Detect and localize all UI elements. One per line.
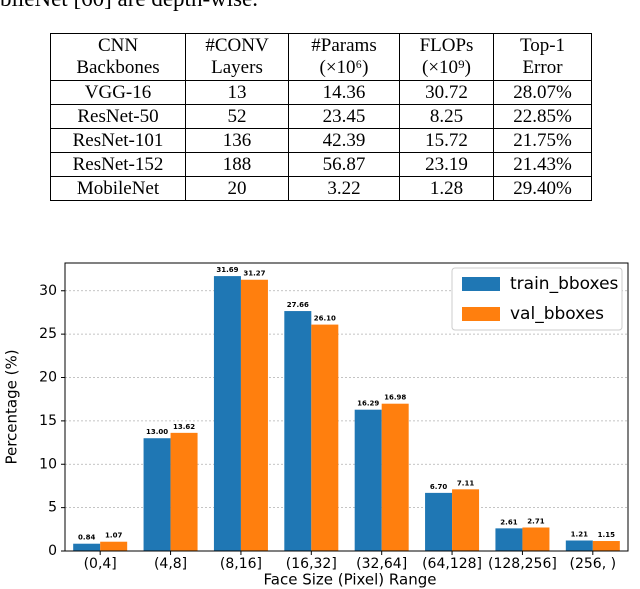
table-row: ResNet-152 188 56.87 23.19 21.43% <box>50 152 592 177</box>
header-line: CNN <box>97 35 139 56</box>
table-cell: 52 <box>185 104 289 129</box>
table-cell: 23.19 <box>399 152 494 177</box>
y-tick-label: 0 <box>48 543 57 559</box>
table-cell: VGG-16 <box>50 80 186 105</box>
bar <box>240 279 268 551</box>
y-axis-label: Percentage (%) <box>3 349 21 464</box>
backbone-table: CNN Backbones #CONV Layers #Params (×10⁶) FLOP… <box>50 33 592 201</box>
value-label: 7.11 <box>457 479 474 487</box>
table-cell: 14.36 <box>288 80 400 105</box>
y-tick-label: 15 <box>39 413 57 429</box>
header-line: FLOPs <box>419 35 474 56</box>
table-cell: 56.87 <box>288 152 400 177</box>
table-cell: 30.72 <box>399 80 494 105</box>
value-label: 2.61 <box>500 518 517 526</box>
header-line: Layers <box>211 57 263 78</box>
value-label: 1.15 <box>598 531 615 539</box>
value-label: 1.07 <box>105 532 122 540</box>
x-tick-label: (32,64] <box>356 556 407 572</box>
x-tick-label: (16,32] <box>286 556 337 572</box>
table-cell: 1.28 <box>399 176 494 201</box>
table-cell: 13 <box>185 80 289 105</box>
legend-swatch <box>462 277 500 291</box>
y-tick-label: 25 <box>39 326 57 342</box>
x-axis-label: Face Size (Pixel) Range <box>264 571 437 589</box>
bar <box>311 324 339 551</box>
bar <box>592 541 620 551</box>
value-label: 31.27 <box>243 270 265 278</box>
table-cell: 15.72 <box>399 128 494 153</box>
bar <box>143 438 171 551</box>
header-line: #Params <box>311 35 377 56</box>
x-tick-label: (8,16] <box>220 556 262 572</box>
axes-frame <box>64 262 629 552</box>
y-tick-label: 20 <box>39 370 57 386</box>
bar <box>522 527 550 551</box>
value-label: 13.62 <box>173 423 195 431</box>
table-cell: 188 <box>185 152 289 177</box>
header-cell: #CONV Layers <box>185 33 289 81</box>
header-line: Error <box>522 57 563 78</box>
table-cell: 29.40% <box>493 176 592 201</box>
value-label: 16.29 <box>357 400 379 408</box>
bar <box>100 541 128 551</box>
header-line: Top-1 <box>519 35 566 56</box>
legend-label: val_bboxes <box>510 304 604 324</box>
value-label: 31.69 <box>216 266 238 274</box>
table-cell: 136 <box>185 128 289 153</box>
bar <box>213 276 241 551</box>
bar <box>381 403 409 551</box>
bar <box>495 528 523 551</box>
table-row: VGG-16 13 14.36 30.72 28.07% <box>50 80 592 105</box>
table-cell: 20 <box>185 176 289 201</box>
body-text: bileNet [60] are depth-wise. <box>0 0 258 12</box>
bar <box>284 311 312 551</box>
table-cell: 21.43% <box>493 152 592 177</box>
header-cell: FLOPs (×10⁹) <box>399 33 494 81</box>
bar <box>565 540 593 551</box>
table-row: MobileNet 20 3.22 1.28 29.40% <box>50 176 592 201</box>
bar <box>452 489 480 551</box>
x-tick-label: (128,256] <box>488 556 557 572</box>
table-cell: 23.45 <box>288 104 400 129</box>
x-tick-label: (4,8] <box>154 556 187 572</box>
value-label: 6.70 <box>430 483 447 491</box>
value-label: 1.21 <box>571 531 588 539</box>
table-cell: ResNet-152 <box>50 152 186 177</box>
value-label: 13.00 <box>146 428 168 436</box>
value-label: 26.10 <box>314 315 336 323</box>
x-tick-label: (256, ) <box>570 556 617 572</box>
legend-swatch <box>462 307 500 321</box>
value-label: 2.71 <box>527 517 544 525</box>
x-tick-label: (0,4] <box>84 556 117 572</box>
header-cell: Top-1 Error <box>493 33 592 81</box>
legend-label: train_bboxes <box>510 274 619 294</box>
table-cell: MobileNet <box>50 176 186 201</box>
table-cell: 42.39 <box>288 128 400 153</box>
value-label: 0.84 <box>78 534 95 542</box>
header-line: (×10⁹) <box>422 57 471 78</box>
bar <box>170 432 198 551</box>
table-cell: 3.22 <box>288 176 400 201</box>
table-cell: ResNet-101 <box>50 128 186 153</box>
y-tick-label: 5 <box>48 500 57 516</box>
y-tick-label: 10 <box>39 456 57 472</box>
header-line: Backbones <box>76 57 160 78</box>
x-tick-label: (64,128] <box>422 556 482 572</box>
bar <box>73 543 101 551</box>
header-row: CNN Backbones #CONV Layers #Params (×10⁶) FLOP… <box>50 33 592 81</box>
value-label: 27.66 <box>287 301 309 309</box>
bar <box>354 409 382 551</box>
bar <box>425 492 453 551</box>
y-tick-label: 30 <box>39 283 57 299</box>
header-cell: CNN Backbones <box>50 33 186 81</box>
table-cell: ResNet-50 <box>50 104 186 129</box>
header-line: #CONV <box>205 35 269 56</box>
table-cell: 28.07% <box>493 80 592 105</box>
value-label: 16.98 <box>384 394 406 402</box>
header-line: (×10⁶) <box>319 57 369 78</box>
